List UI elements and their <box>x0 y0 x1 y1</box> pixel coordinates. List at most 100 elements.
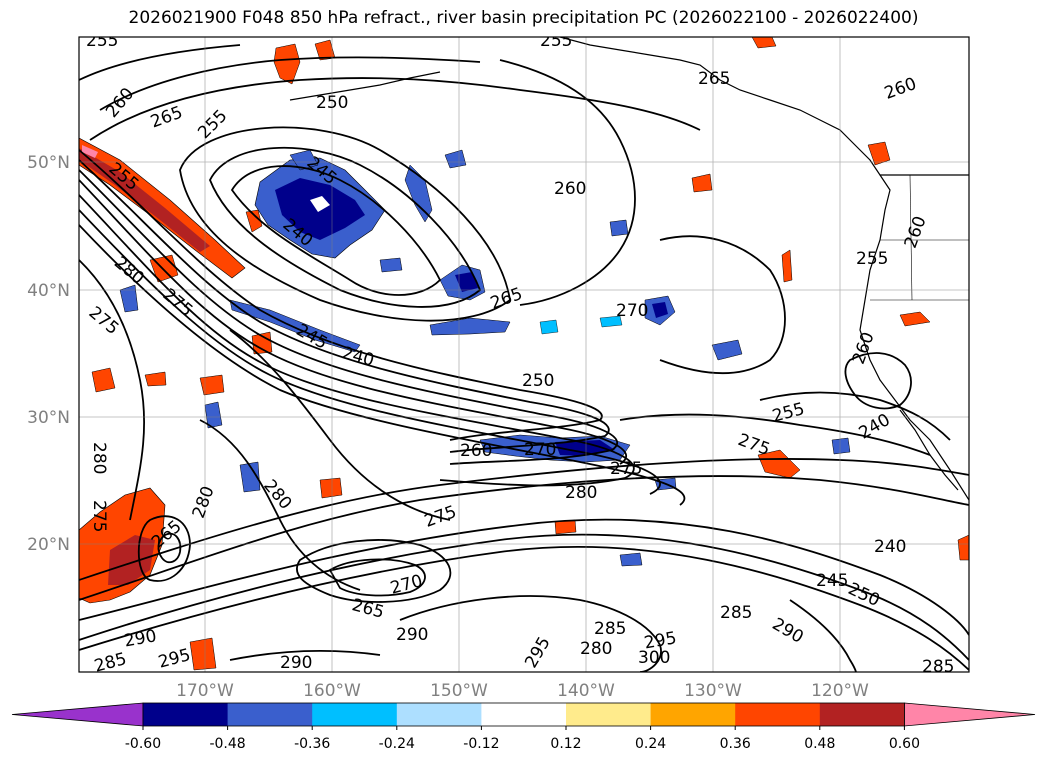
alaska-coast <box>559 37 969 176</box>
contour-label: 290 <box>280 653 312 673</box>
contour-zonal-5 <box>79 194 635 487</box>
blue-patch-sm <box>609 219 629 237</box>
blue-patch-west-1 <box>119 284 139 313</box>
map-background <box>79 37 969 672</box>
contour-mid-2 <box>229 329 451 521</box>
colorbar-tick-label: -0.48 <box>209 736 245 752</box>
lat-tick-label: 50°N <box>27 153 70 173</box>
positive-patch-bc <box>691 173 713 193</box>
contour-label: 240 <box>874 537 906 557</box>
contour-south-5 <box>789 599 857 672</box>
contour-se-jet-2 <box>79 546 969 671</box>
positive-patch-se <box>957 534 969 561</box>
precipitation-shading <box>79 37 969 671</box>
contour-label: 255 <box>856 249 888 269</box>
colorbar-tick-label: 0.24 <box>635 736 666 752</box>
blue-patch-mid2 <box>711 339 743 361</box>
contour-label: 285 <box>720 603 752 623</box>
colorbar: -0.60 -0.48 -0.36 -0.24 -0.12 0.12 0.24 0.36 0.4… <box>11 702 1036 752</box>
contour-zonal-4 <box>79 179 627 465</box>
colorbar-frame <box>142 702 905 727</box>
contour-label: 260 <box>460 441 492 461</box>
positive-patch-w30 <box>144 371 167 387</box>
colorbar-extend-max <box>904 702 1036 727</box>
contour-coast-1 <box>844 352 912 410</box>
positive-patch-sw4 <box>189 637 217 671</box>
longitude-labels: 170°W 160°W 150°W 140°W 130°W 120°W <box>176 681 869 701</box>
contour-label: 280 <box>565 483 597 503</box>
blue-patch-3 <box>444 149 467 169</box>
lon-tick-label: 130°W <box>684 681 742 701</box>
orange-patch-1 <box>273 43 301 85</box>
blue-patch-1 <box>289 149 319 171</box>
contour-label: 300 <box>638 648 670 668</box>
blue-patch-south-2 <box>619 552 643 567</box>
contour-label: 275 <box>89 500 109 532</box>
coastlines <box>289 37 969 501</box>
orange-patch-2 <box>245 209 263 233</box>
contour-closed-low-3 <box>179 126 511 322</box>
contour-label: 270 <box>524 440 556 460</box>
lat-tick-label: 40°N <box>27 281 70 301</box>
blue-patch-west-3 <box>239 461 261 493</box>
negative-blob-40n-core <box>455 272 478 292</box>
colorbar-segment <box>227 703 313 726</box>
lon-tick-label: 120°W <box>811 681 869 701</box>
contour-label: 285 <box>922 657 954 677</box>
contour-label: 285 <box>92 649 129 677</box>
contour-west-3 <box>157 532 182 564</box>
contour-label: 260 <box>554 179 586 199</box>
blue-patch-west-2 <box>204 401 223 429</box>
contour-west-2 <box>137 515 191 582</box>
orange-patch-4 <box>751 37 777 49</box>
contour-hawaii-2 <box>328 558 426 597</box>
contour-closed-low-1 <box>230 165 442 296</box>
contour-label: 280 <box>89 442 109 474</box>
colorbar-segments <box>11 702 1036 727</box>
colorbar-tick-label: 0.12 <box>550 736 581 752</box>
colorbar-extend-min <box>11 702 144 727</box>
contour-south-2 <box>79 458 969 581</box>
orange-patch-5 <box>867 141 891 166</box>
colorbar-tick-label: 0.36 <box>720 736 751 752</box>
contour-zonal-3 <box>79 169 619 465</box>
contour-north-1 <box>79 44 241 81</box>
colorbar-segment <box>481 703 567 726</box>
colorbar-segment <box>735 703 821 726</box>
colorbar-tick-label: -0.60 <box>125 736 161 752</box>
refractivity-contours <box>79 44 969 672</box>
white-hole-blob <box>310 196 330 212</box>
lat-tick-label: 20°N <box>27 535 70 555</box>
contour-zonal-1 <box>79 149 603 441</box>
contour-east-1 <box>659 235 786 375</box>
blue-patch-mid <box>379 257 403 273</box>
blue-patch-east-1 <box>831 437 851 455</box>
blue-patch-mid3 <box>539 319 559 335</box>
contour-se-jet-3 <box>79 518 969 636</box>
positive-patch-sw5 <box>251 331 273 355</box>
contour-south-4 <box>229 649 381 661</box>
positive-patch-sw6 <box>319 477 343 499</box>
lat-tick-label: 30°N <box>27 408 70 428</box>
graticule <box>79 37 969 672</box>
contour-label: 245 <box>816 571 848 591</box>
contour-north-2 <box>99 56 481 111</box>
colorbar-segment <box>566 703 652 726</box>
contour-zonal-6 <box>79 209 661 495</box>
colorbar-segment <box>650 703 736 726</box>
map-area: 255 260 265 255 250 245 240 255 280 275 … <box>79 37 969 677</box>
contour-east-3 <box>619 413 931 456</box>
contour-north-3 <box>89 77 701 141</box>
colorbar-tick-label: -0.24 <box>379 736 415 752</box>
contour-label: 250 <box>522 371 554 391</box>
colorbar-tick-label: 0.48 <box>804 736 835 752</box>
colorbar-segment <box>819 703 905 726</box>
west-coast-us <box>859 174 969 501</box>
colorbar-tick-labels: -0.60 -0.48 -0.36 -0.24 -0.12 0.12 0.24 0.36 0.4… <box>125 726 920 752</box>
pink-patch <box>82 145 98 158</box>
chart-title: 2026021900 F048 850 hPa refract., river … <box>128 8 919 28</box>
aleutians <box>289 71 441 101</box>
positive-patch-coast2 <box>781 249 793 283</box>
colorbar-segment <box>143 703 229 726</box>
